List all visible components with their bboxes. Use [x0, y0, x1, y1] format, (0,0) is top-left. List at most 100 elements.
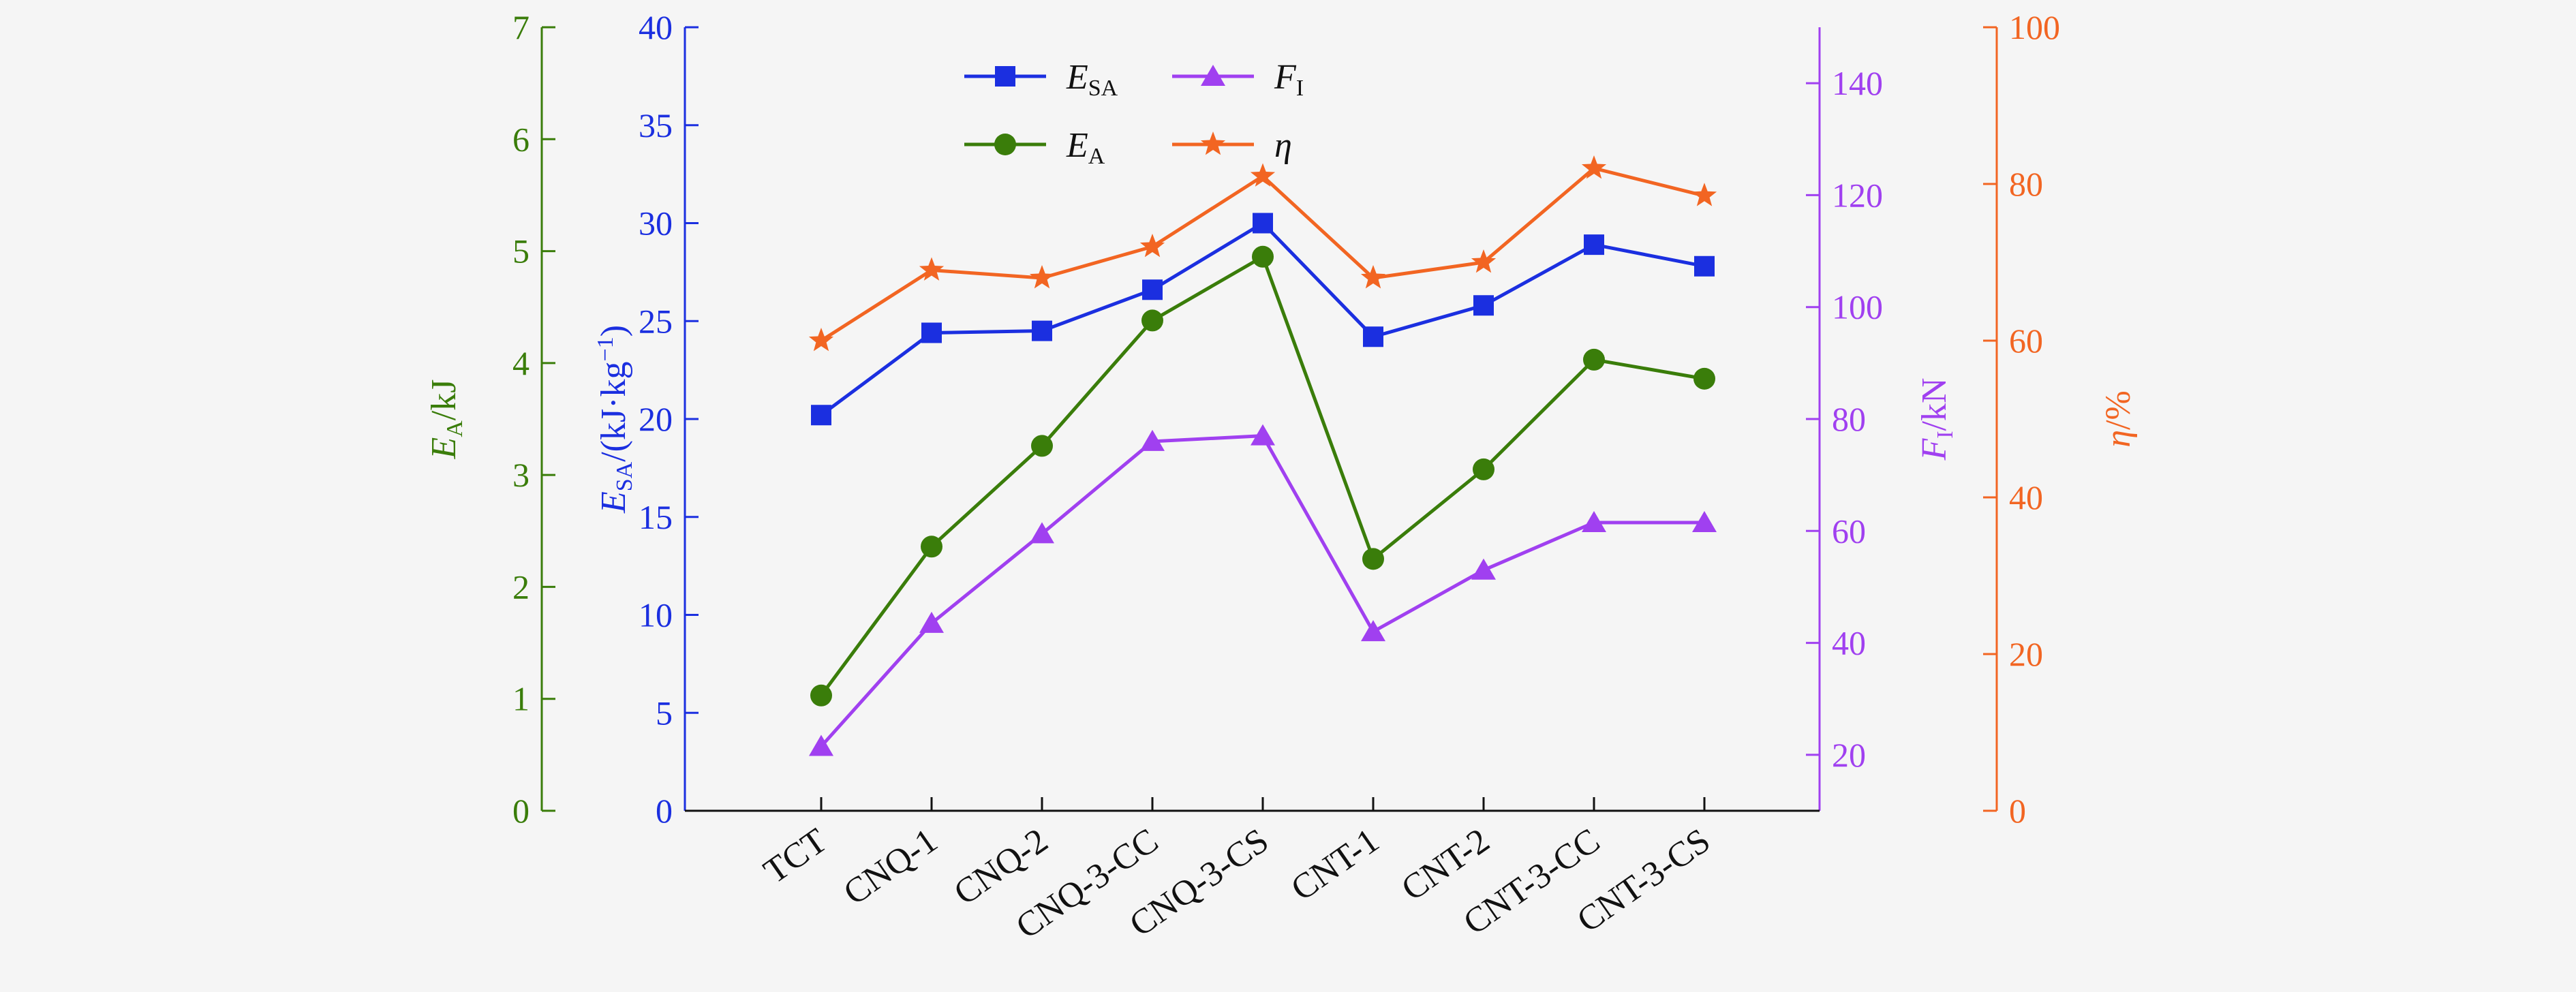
- esa-tick-label: 15: [639, 498, 673, 536]
- esa-tick-label: 20: [639, 400, 673, 438]
- legend-item-eta: η: [1172, 126, 1292, 165]
- legend-marker: [1200, 131, 1226, 155]
- ea-point: [1583, 348, 1605, 371]
- ea-point: [921, 536, 942, 558]
- ea-tick-label: 6: [512, 120, 530, 158]
- eta-point: [1250, 163, 1276, 187]
- eta-point: [1691, 183, 1717, 206]
- fi-axis-title-unit: /kN: [1915, 377, 1954, 431]
- legend-label-subscript: I: [1296, 76, 1304, 101]
- esa-axis-title-unit: /(kJ·kg: [594, 361, 633, 461]
- fi-tick-label: 140: [1832, 64, 1883, 102]
- eta-tick-label: 60: [2009, 322, 2043, 360]
- fi-axis-title-symbol: F: [1915, 438, 1954, 461]
- eta-tick-label: 20: [2009, 635, 2043, 673]
- legend-marker: [995, 66, 1015, 87]
- ea-tick-label: 3: [512, 456, 530, 494]
- legend-label: FI: [1274, 58, 1304, 101]
- eta-series: [808, 155, 1717, 352]
- ea-tick-label: 5: [512, 232, 530, 270]
- legend-label-symbol: E: [1066, 126, 1088, 165]
- fi-tick-label: 60: [1832, 512, 1866, 550]
- esa-axis-title-subscript: SA: [612, 461, 637, 491]
- esa-tick-label: 35: [639, 106, 673, 144]
- ea-point: [1693, 367, 1715, 390]
- fi-point: [1251, 424, 1275, 446]
- esa-point: [1363, 326, 1383, 347]
- esa-point: [1253, 213, 1273, 234]
- esa-axis-title-symbol: E: [594, 491, 633, 514]
- fi-tick-label: 100: [1832, 288, 1883, 326]
- fi-axis-title: FI/kN: [1915, 377, 1958, 461]
- ea-point: [1362, 548, 1384, 570]
- esa-axis-title-close: ): [594, 325, 633, 337]
- eta-point: [919, 257, 945, 281]
- esa-axis: 0 5 10 15 20 25 30 35 40: [639, 8, 699, 830]
- ea-series: [810, 245, 1715, 707]
- esa-point: [811, 405, 831, 426]
- esa-point: [921, 322, 942, 343]
- fi-tick-label: 80: [1832, 400, 1866, 438]
- fi-tick-label: 120: [1832, 176, 1883, 214]
- eta-tick-label: 0: [2009, 792, 2026, 830]
- fi-tick-label: 40: [1832, 624, 1866, 662]
- x-tick-label: CNT-1: [1284, 821, 1385, 908]
- ea-tick-label: 4: [512, 344, 530, 382]
- esa-tick-label: 10: [639, 596, 673, 634]
- eta-point: [1139, 234, 1165, 258]
- ea-point: [1473, 458, 1494, 480]
- esa-point: [1142, 279, 1163, 300]
- ea-tick-label: 1: [512, 680, 530, 718]
- eta-point: [1471, 249, 1497, 273]
- ea-axis-title: EA/kJ: [425, 379, 467, 459]
- fi-point: [1140, 429, 1165, 451]
- eta-axis-title-symbol: η: [2099, 430, 2138, 448]
- fi-point: [809, 734, 833, 756]
- esa-point: [1032, 320, 1052, 341]
- fi-axis-title-subscript: I: [1933, 431, 1958, 438]
- eta-point: [1029, 265, 1055, 289]
- legend-item-ea: EA: [964, 126, 1105, 169]
- esa-tick-label: 30: [639, 204, 673, 243]
- legend-label-symbol: η: [1274, 126, 1292, 165]
- ea-tick-label: 2: [512, 568, 530, 606]
- legend-marker: [1201, 65, 1225, 86]
- legend-label: η: [1274, 126, 1292, 165]
- fi-tick-label: 20: [1832, 736, 1866, 774]
- esa-point: [1694, 255, 1715, 277]
- x-tick-label: CNQ-1: [837, 821, 945, 913]
- ea-axis-title-symbol: E: [425, 437, 463, 460]
- esa-point: [1473, 295, 1494, 316]
- ea-point: [810, 684, 832, 707]
- fi-series-line: [820, 434, 1704, 748]
- esa-tick-label: 40: [639, 8, 673, 46]
- ea-point: [1031, 435, 1053, 457]
- esa-tick-label: 0: [656, 792, 673, 830]
- legend-label-subscript: A: [1088, 144, 1105, 169]
- esa-tick-label: 5: [656, 694, 673, 732]
- fi-point: [1692, 510, 1717, 532]
- eta-point: [1360, 265, 1386, 289]
- legend-label-symbol: E: [1066, 58, 1088, 97]
- esa-axis-title: ESA/(kJ·kg−1): [593, 325, 637, 514]
- ea-axis-title-unit: /kJ: [425, 379, 463, 420]
- legend-label-symbol: F: [1274, 58, 1297, 97]
- x-tick-label: TCT: [757, 821, 834, 891]
- fi-point: [1582, 510, 1606, 532]
- eta-point: [808, 328, 834, 352]
- ea-axis-title-subscript: A: [442, 420, 467, 437]
- fi-point: [1361, 620, 1385, 642]
- eta-axis-title: η/%: [2099, 390, 2138, 448]
- eta-tick-label: 80: [2009, 165, 2043, 203]
- esa-series: [811, 213, 1715, 426]
- ea-tick-label: 7: [512, 8, 530, 46]
- ea-axis: 0 1 2 3 4 5 6 7: [512, 8, 555, 830]
- fi-point: [1471, 558, 1496, 580]
- fi-series: [809, 424, 1717, 756]
- eta-tick-label: 40: [2009, 478, 2043, 516]
- fi-point: [919, 611, 944, 633]
- ea-point: [1252, 245, 1274, 268]
- legend-label: ESA: [1066, 58, 1118, 101]
